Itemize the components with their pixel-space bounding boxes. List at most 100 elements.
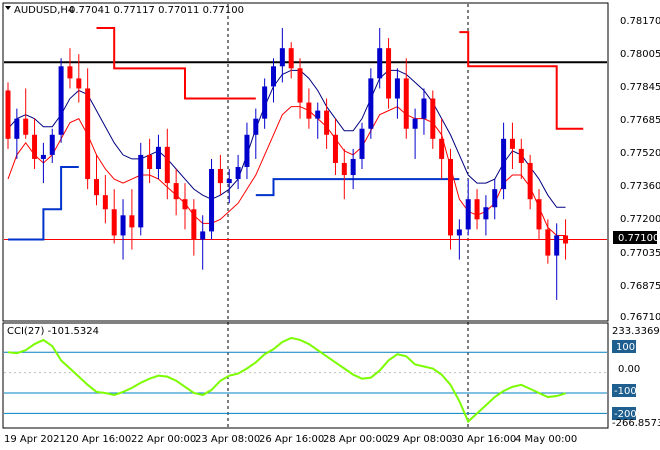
candle-body: [439, 138, 445, 159]
slow-moving-average-line: [7, 69, 566, 208]
time-tick: 4 May 00:00: [515, 434, 577, 445]
symbol-dropdown-icon[interactable]: [5, 6, 11, 10]
candle[interactable]: [253, 108, 259, 159]
candle-body: [5, 90, 11, 139]
candle[interactable]: [554, 223, 560, 300]
candle-body: [315, 110, 321, 119]
candle[interactable]: [147, 138, 153, 184]
cci-scale-min: -266.8573: [612, 418, 660, 429]
cci-line: [7, 336, 566, 424]
candle-body: [147, 154, 153, 169]
candle[interactable]: [182, 183, 188, 230]
candle[interactable]: [456, 219, 462, 260]
candle[interactable]: [324, 98, 330, 149]
candle-body: [465, 199, 471, 230]
candle[interactable]: [563, 219, 569, 260]
candle-body: [430, 98, 436, 139]
candle[interactable]: [244, 122, 250, 180]
candle[interactable]: [403, 58, 409, 139]
candle-body: [23, 118, 29, 135]
candle[interactable]: [501, 122, 507, 200]
candle[interactable]: [138, 142, 144, 236]
candle-body: [288, 48, 294, 69]
candle[interactable]: [297, 58, 303, 119]
candle[interactable]: [359, 122, 365, 169]
candle[interactable]: [306, 88, 312, 129]
candle[interactable]: [271, 58, 276, 103]
candle[interactable]: [191, 199, 197, 256]
candle[interactable]: [155, 134, 161, 180]
candle[interactable]: [448, 148, 453, 250]
candle-body: [509, 138, 515, 149]
candle[interactable]: [315, 102, 321, 139]
candle-body: [49, 134, 55, 155]
candle[interactable]: [217, 154, 223, 196]
candle[interactable]: [386, 38, 392, 109]
candle[interactable]: [509, 122, 515, 169]
candle[interactable]: [23, 88, 29, 139]
candle[interactable]: [483, 195, 489, 236]
candle-body: [341, 162, 347, 176]
cci-title: CCI(27) -101.5324: [7, 326, 99, 337]
candle[interactable]: [67, 48, 73, 89]
candle[interactable]: [111, 189, 117, 244]
candle[interactable]: [102, 175, 108, 224]
candle[interactable]: [288, 42, 294, 79]
candle[interactable]: [421, 88, 427, 135]
candle[interactable]: [129, 189, 135, 250]
candle[interactable]: [332, 118, 338, 176]
candle[interactable]: [40, 142, 46, 184]
candle-body: [554, 235, 560, 256]
candle[interactable]: [164, 128, 170, 200]
candle[interactable]: [545, 219, 551, 264]
time-tick: 30 Apr 16:00: [451, 434, 516, 445]
candle[interactable]: [465, 179, 471, 236]
candle[interactable]: [5, 82, 11, 149]
candle[interactable]: [527, 154, 533, 210]
step-lines: [8, 27, 584, 241]
candle[interactable]: [341, 148, 347, 200]
candle[interactable]: [76, 54, 82, 103]
candle[interactable]: [492, 179, 498, 220]
resistance-step-line: [96, 27, 256, 100]
candle[interactable]: [120, 199, 126, 260]
price-tick: 0.77845: [620, 82, 660, 93]
candle[interactable]: [85, 68, 91, 190]
candle[interactable]: [226, 169, 232, 204]
candle[interactable]: [518, 138, 524, 180]
candle[interactable]: [32, 118, 38, 169]
candle-body: [324, 110, 330, 135]
candle[interactable]: [209, 158, 215, 240]
candle[interactable]: [94, 154, 99, 206]
current-price-badge: [613, 231, 657, 244]
candle[interactable]: [430, 90, 436, 149]
candle[interactable]: [279, 28, 285, 83]
candle[interactable]: [377, 28, 383, 89]
candle[interactable]: [394, 68, 400, 119]
candle[interactable]: [536, 189, 542, 240]
candle[interactable]: [368, 68, 374, 139]
candle-body: [332, 134, 338, 163]
candle[interactable]: [350, 148, 356, 190]
price-chart-frame: [2, 2, 609, 322]
candle-body: [403, 78, 409, 129]
candle-body: [58, 66, 64, 135]
candlesticks[interactable]: [5, 28, 569, 300]
candle[interactable]: [58, 58, 64, 143]
ohlc-values: 0.77041 0.77117 0.77011 0.77100: [69, 5, 244, 16]
candle[interactable]: [14, 108, 20, 159]
candle[interactable]: [474, 189, 480, 230]
candle[interactable]: [262, 78, 268, 129]
candle[interactable]: [235, 154, 241, 190]
candle-body: [94, 179, 99, 196]
candle[interactable]: [412, 108, 418, 159]
price-tick: 0.76875: [620, 281, 660, 292]
candle-body: [474, 199, 480, 220]
candle-body: [350, 158, 356, 176]
candle[interactable]: [439, 118, 445, 180]
candle-body: [279, 48, 285, 67]
candle[interactable]: [173, 169, 179, 216]
candle[interactable]: [49, 128, 55, 163]
cci-level-badge: [612, 407, 636, 420]
candle[interactable]: [200, 215, 206, 270]
